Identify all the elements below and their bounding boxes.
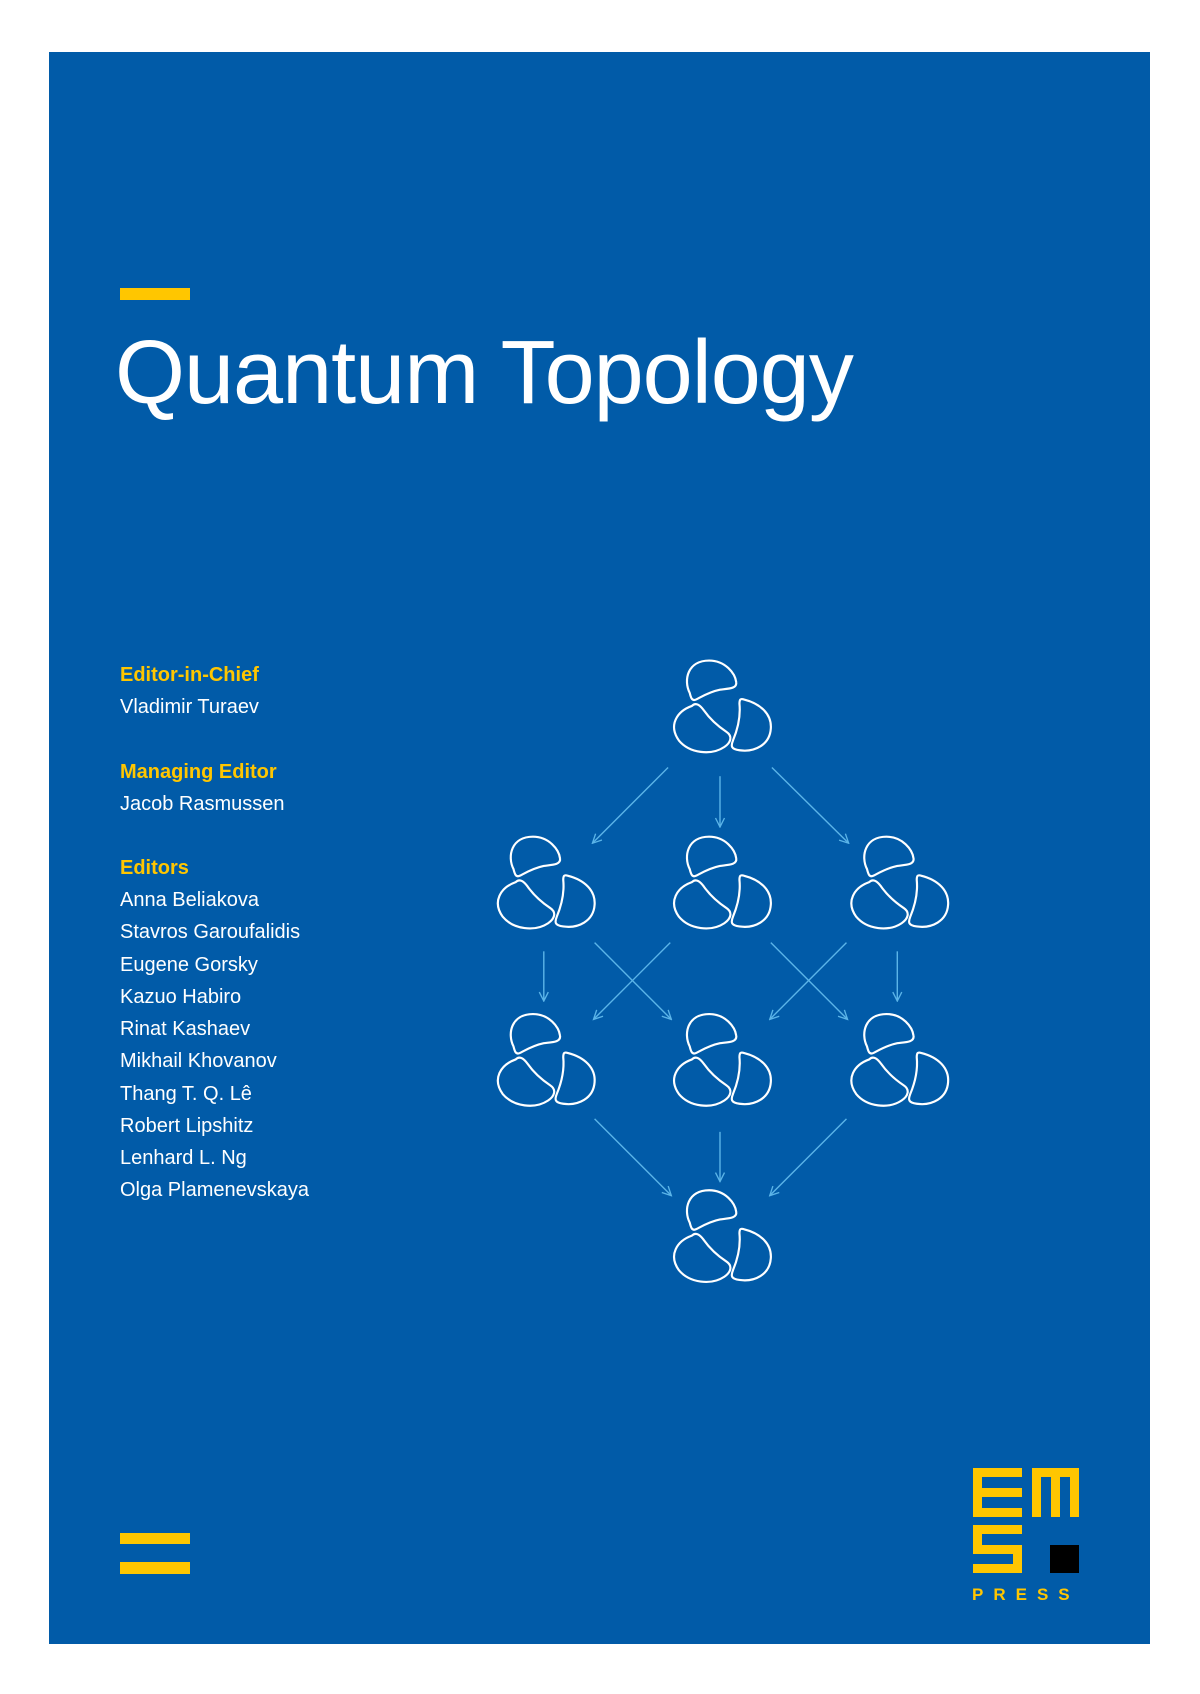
editor-in-chief-name: Vladimir Turaev xyxy=(120,696,259,718)
managing-editor-heading: Managing Editor xyxy=(120,761,277,783)
accent-bar-bottom-2 xyxy=(120,1562,190,1574)
knot-icon xyxy=(850,835,950,930)
arrow-icon xyxy=(594,942,671,1020)
arrow-icon xyxy=(771,767,849,844)
knot-icon xyxy=(673,1189,772,1283)
editor-name: Mikhail Khovanov xyxy=(120,1050,277,1072)
knot-icon xyxy=(496,1012,596,1107)
arrow-icon xyxy=(770,942,848,1020)
knot-icon xyxy=(673,1012,772,1107)
arrow-icon xyxy=(594,942,672,1020)
knot-icon xyxy=(850,1012,950,1107)
knot-icon xyxy=(673,835,772,930)
editor-name: Lenhard L. Ng xyxy=(120,1147,247,1169)
arrow-icon xyxy=(770,1118,847,1196)
editors-heading: Editors xyxy=(120,857,189,879)
managing-editor-name: Jacob Rasmussen xyxy=(120,793,285,815)
editor-name: Stavros Garoufalidis xyxy=(120,921,301,943)
editor-name: Thang T. Q. Lê xyxy=(120,1083,252,1105)
accent-bar-top xyxy=(120,288,190,300)
arrow-icon xyxy=(592,767,669,844)
knot-icon xyxy=(496,835,596,930)
journal-title: Quantum Topology xyxy=(115,323,854,423)
logo-subtitle: PRESS xyxy=(972,1585,1080,1604)
editor-name: Kazuo Habiro xyxy=(120,986,242,1008)
editor-in-chief-heading: Editor-in-Chief xyxy=(120,664,259,686)
editor-name: Anna Beliakova xyxy=(120,889,259,911)
editor-name: Olga Plamenevskaya xyxy=(120,1179,309,1201)
cover-background xyxy=(49,52,1150,1644)
knot-icon xyxy=(673,659,772,754)
editor-name: Eugene Gorsky xyxy=(120,954,258,976)
editor-name: Robert Lipshitz xyxy=(120,1115,254,1137)
accent-bar-bottom-1 xyxy=(120,1533,190,1544)
arrow-icon xyxy=(770,942,847,1020)
arrow-icon xyxy=(594,1118,672,1196)
editor-name: Rinat Kashaev xyxy=(120,1018,251,1040)
